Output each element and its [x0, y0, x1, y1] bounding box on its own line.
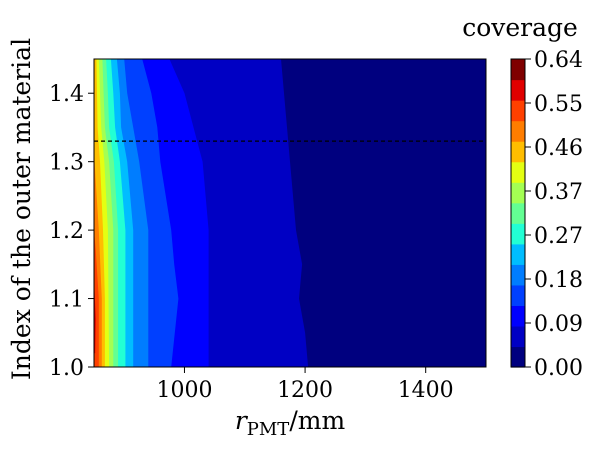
colorbar-segment — [511, 284, 525, 306]
colorbar-segment — [511, 346, 525, 368]
x-tick-label: 1400 — [398, 378, 454, 403]
y-tick-label: 1.4 — [49, 82, 84, 107]
colorbar: 0.00 0.09 0.18 0.27 0.37 0.46 0.55 0.64 — [510, 48, 583, 381]
plot-frame — [93, 58, 487, 368]
colorbar-tick-label: 0.09 — [534, 312, 583, 337]
colorbar-segment — [511, 223, 525, 245]
colorbar-segment — [511, 305, 525, 327]
colorbar-segment — [511, 202, 525, 224]
contour-fills — [94, 59, 486, 367]
colorbar-segment — [511, 59, 525, 81]
colorbar-tick-label: 0.27 — [534, 224, 583, 249]
y-tick-label: 1.0 — [49, 356, 84, 381]
y-axis-label: Index of the outer material — [7, 38, 36, 380]
colorbar-frame — [510, 58, 526, 368]
axes: 1000 1200 1400 1.0 1.1 1.2 1.3 1.4 — [49, 82, 454, 403]
x-tick-label: 1200 — [277, 378, 333, 403]
colorbar-segment — [511, 264, 525, 286]
colorbar-tick-label: 0.18 — [534, 268, 583, 293]
x-axis-label: rPMT/mm — [235, 406, 346, 440]
colorbar-tick-label: 0.00 — [534, 356, 583, 381]
x-tick-label: 1000 — [156, 378, 212, 403]
colorbar-segment — [511, 182, 525, 204]
colorbar-label: coverage — [462, 13, 578, 42]
colorbar-segment — [511, 79, 525, 101]
colorbar-tick-label: 0.46 — [534, 136, 583, 161]
colorbar-segment — [511, 243, 525, 265]
y-tick-label: 1.3 — [49, 151, 84, 176]
y-tick-label: 1.1 — [49, 288, 84, 313]
y-tick-label: 1.2 — [49, 219, 84, 244]
colorbar-segment — [511, 141, 525, 163]
colorbar-segment — [511, 100, 525, 122]
colorbar-segment — [511, 120, 525, 142]
colorbar-tick-label: 0.55 — [534, 92, 583, 117]
colorbar-segment — [511, 161, 525, 183]
colorbar-tick-label: 0.64 — [534, 48, 583, 73]
colorbar-tick-label: 0.37 — [534, 180, 583, 205]
colorbar-segment — [511, 325, 525, 348]
